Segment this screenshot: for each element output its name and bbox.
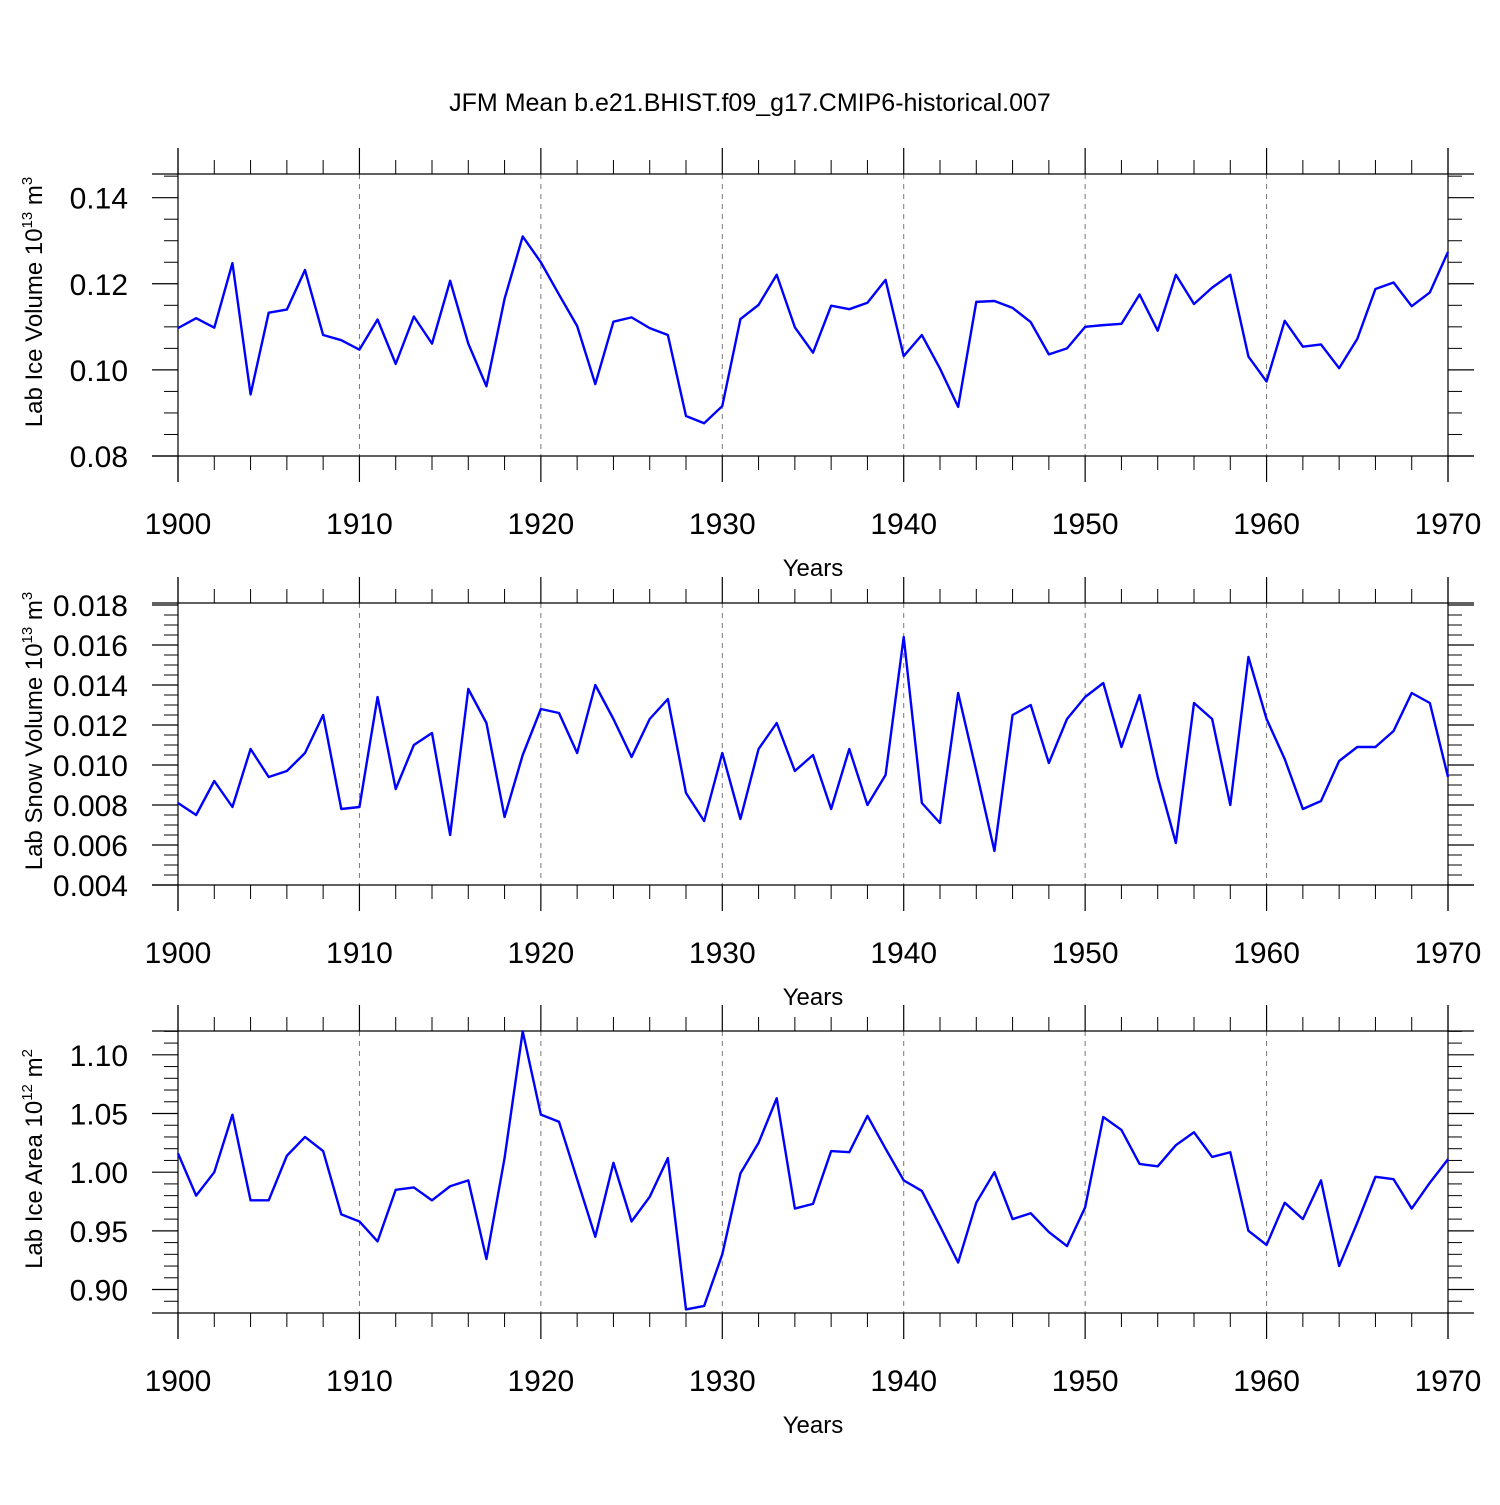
y-tick-label: 0.95: [70, 1216, 128, 1249]
x-tick-label: 1940: [870, 508, 937, 541]
y-tick-label: 0.006: [53, 830, 128, 863]
x-tick-label: 1970: [1415, 937, 1482, 970]
x-tick-label: 1910: [326, 508, 393, 541]
y-tick-label: 0.016: [53, 630, 128, 663]
y-tick-label: 0.018: [53, 590, 128, 623]
y-tick-label: 0.014: [53, 670, 128, 703]
x-axis-label: Years: [783, 1412, 844, 1439]
x-tick-label: 1910: [326, 937, 393, 970]
x-tick-label: 1920: [507, 937, 574, 970]
x-tick-label: 1960: [1233, 937, 1300, 970]
y-tick-label: 0.008: [53, 790, 128, 823]
y-tick-label: 0.14: [70, 183, 128, 216]
panels: 0.08 0.10 0.12 0.14 1900 1910 1920 1930 1940 1950…: [19, 148, 1481, 1439]
x-tick-label: 1950: [1052, 937, 1119, 970]
series-line: [177, 235, 1450, 425]
y-tick-label: 0.012: [53, 710, 128, 743]
x-tick-label: 1900: [145, 1365, 212, 1398]
x-tick-label: 1940: [870, 937, 937, 970]
x-tick-label: 1930: [689, 937, 756, 970]
y-axis-label: Lab Ice Volume 1013 m3: [19, 177, 48, 428]
panel-3: 0.90 0.95 1.00 1.05 1.10 1900 1910 1920 1930 1940…: [19, 1005, 1481, 1439]
figure-title: JFM Mean b.e21.BHIST.f09_g17.CMIP6-histo…: [449, 89, 1051, 117]
x-tick-label: 1930: [689, 1365, 756, 1398]
x-tick-label: 1900: [145, 937, 212, 970]
y-axis-label: Lab Ice Area 1012 m2: [19, 1049, 48, 1269]
x-tick-label: 1970: [1415, 508, 1482, 541]
x-tick-label: 1920: [507, 508, 574, 541]
x-tick-label: 1920: [507, 1365, 574, 1398]
x-tick-label: 1960: [1233, 1365, 1300, 1398]
y-axis-label: Lab Snow Volume 1013 m3: [19, 592, 48, 871]
series-line: [176, 1030, 1449, 1311]
y-tick-label: 1.10: [70, 1040, 128, 1073]
panel-2: 0.004 0.006 0.008 0.010 0.012 0.014 0.016 0.018…: [19, 577, 1481, 1011]
y-tick-label: 0.010: [53, 750, 128, 783]
x-axis-label: Years: [783, 984, 844, 1011]
panel-1: 0.08 0.10 0.12 0.14 1900 1910 1920 1930 1940 1950…: [19, 148, 1481, 582]
x-tick-label: 1940: [870, 1365, 937, 1398]
y-tick-label: 0.08: [70, 441, 128, 474]
y-tick-label: 1.00: [70, 1157, 128, 1190]
y-tick-label: 0.90: [70, 1275, 128, 1308]
x-tick-label: 1970: [1415, 1365, 1482, 1398]
x-tick-label: 1950: [1052, 508, 1119, 541]
y-tick-label: 0.10: [70, 355, 128, 388]
x-tick-label: 1900: [145, 508, 212, 541]
x-tick-label: 1930: [689, 508, 756, 541]
y-tick-label: 0.12: [70, 269, 128, 302]
x-tick-label: 1910: [326, 1365, 393, 1398]
y-tick-label: 0.004: [53, 870, 128, 903]
y-tick-label: 1.05: [70, 1098, 128, 1131]
x-axis-label: Years: [783, 555, 844, 582]
series-line: [177, 635, 1450, 853]
x-tick-label: 1960: [1233, 508, 1300, 541]
x-tick-label: 1950: [1052, 1365, 1119, 1398]
